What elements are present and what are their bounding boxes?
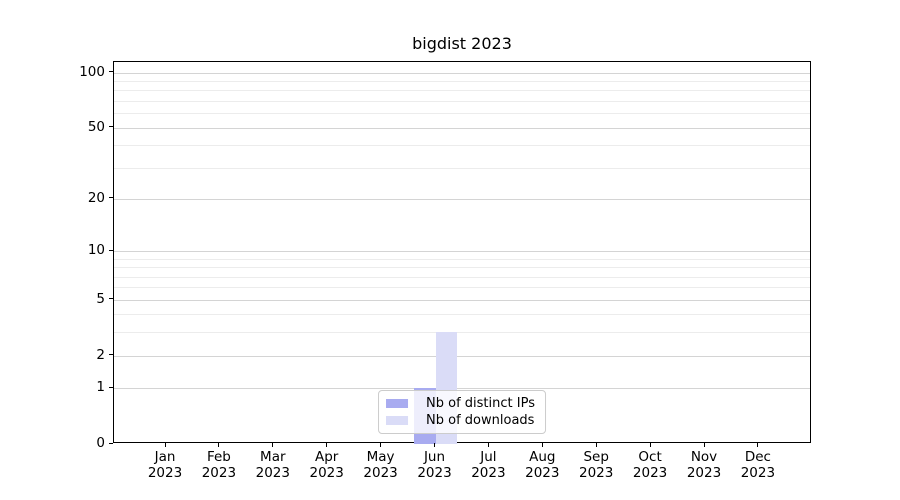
gridline-major (114, 388, 810, 390)
chart-title: bigdist 2023 (412, 34, 512, 53)
x-tick (380, 443, 382, 447)
x-tick-label: Sep 2023 (579, 449, 614, 481)
x-tick (649, 443, 651, 447)
legend-row: Nb of distinct IPs (386, 395, 535, 412)
legend-swatch (386, 399, 409, 408)
gridline-major (114, 299, 810, 301)
x-tick-label: Jul 2023 (471, 449, 506, 481)
legend-label: Nb of distinct IPs (426, 396, 535, 411)
gridline-minor (114, 287, 810, 289)
legend-row: Nb of downloads (386, 412, 535, 429)
y-tick-label: 1 (96, 379, 105, 396)
gridline-minor (114, 276, 810, 278)
x-tick-label: Dec 2023 (740, 449, 776, 481)
plot-area: Nb of distinct IPs Nb of downloads (113, 61, 811, 444)
bars-layer (114, 62, 810, 444)
gridline-minor (114, 90, 810, 92)
x-tick (272, 443, 274, 447)
gridline-major (114, 72, 810, 74)
y-tick-label: 100 (79, 63, 105, 80)
gridline-minor (114, 80, 810, 82)
x-tick-label: Jun 2023 (417, 449, 452, 481)
y-tick-label: 10 (87, 242, 105, 258)
legend-label: Nb of downloads (426, 413, 535, 428)
x-tick (218, 443, 220, 447)
x-tick-label: Oct 2023 (632, 449, 668, 481)
x-tick (703, 443, 705, 447)
gridline-major (114, 127, 810, 129)
x-tick (487, 443, 489, 447)
x-tick-label: Feb 2023 (201, 449, 237, 481)
gridline-minor (114, 267, 810, 269)
y-tick-label: 0 (96, 435, 105, 451)
gridline-minor (114, 332, 810, 334)
x-tick-label: May 2023 (363, 449, 398, 481)
y-tick-label: 20 (87, 189, 105, 206)
x-tick (164, 443, 166, 447)
x-tick-label: Mar 2023 (255, 449, 290, 481)
x-tick-label: Jan 2023 (147, 449, 183, 481)
x-tick (541, 443, 543, 447)
gridline-minor (114, 314, 810, 316)
gridline-minor (114, 167, 810, 169)
grid-layer (114, 62, 810, 442)
gridline-major (114, 251, 810, 252)
y-tick-label: 5 (96, 290, 105, 307)
x-tick (326, 443, 328, 447)
x-tick (595, 443, 597, 447)
x-tick (757, 443, 759, 447)
x-tick-label: Apr 2023 (309, 449, 344, 481)
x-tick-label: Nov 2023 (686, 449, 722, 481)
legend-swatch (386, 416, 409, 425)
y-tick-label: 50 (87, 118, 105, 135)
gridline-minor (114, 113, 810, 114)
legend: Nb of distinct IPs Nb of downloads (378, 390, 546, 434)
gridline-major (114, 355, 810, 357)
y-tick-label: 2 (96, 346, 105, 363)
gridline-minor (114, 145, 810, 146)
gridline-minor (114, 258, 810, 260)
gridline-minor (114, 100, 810, 102)
gridline-major (114, 198, 810, 200)
x-tick-label: Aug 2023 (525, 449, 560, 481)
